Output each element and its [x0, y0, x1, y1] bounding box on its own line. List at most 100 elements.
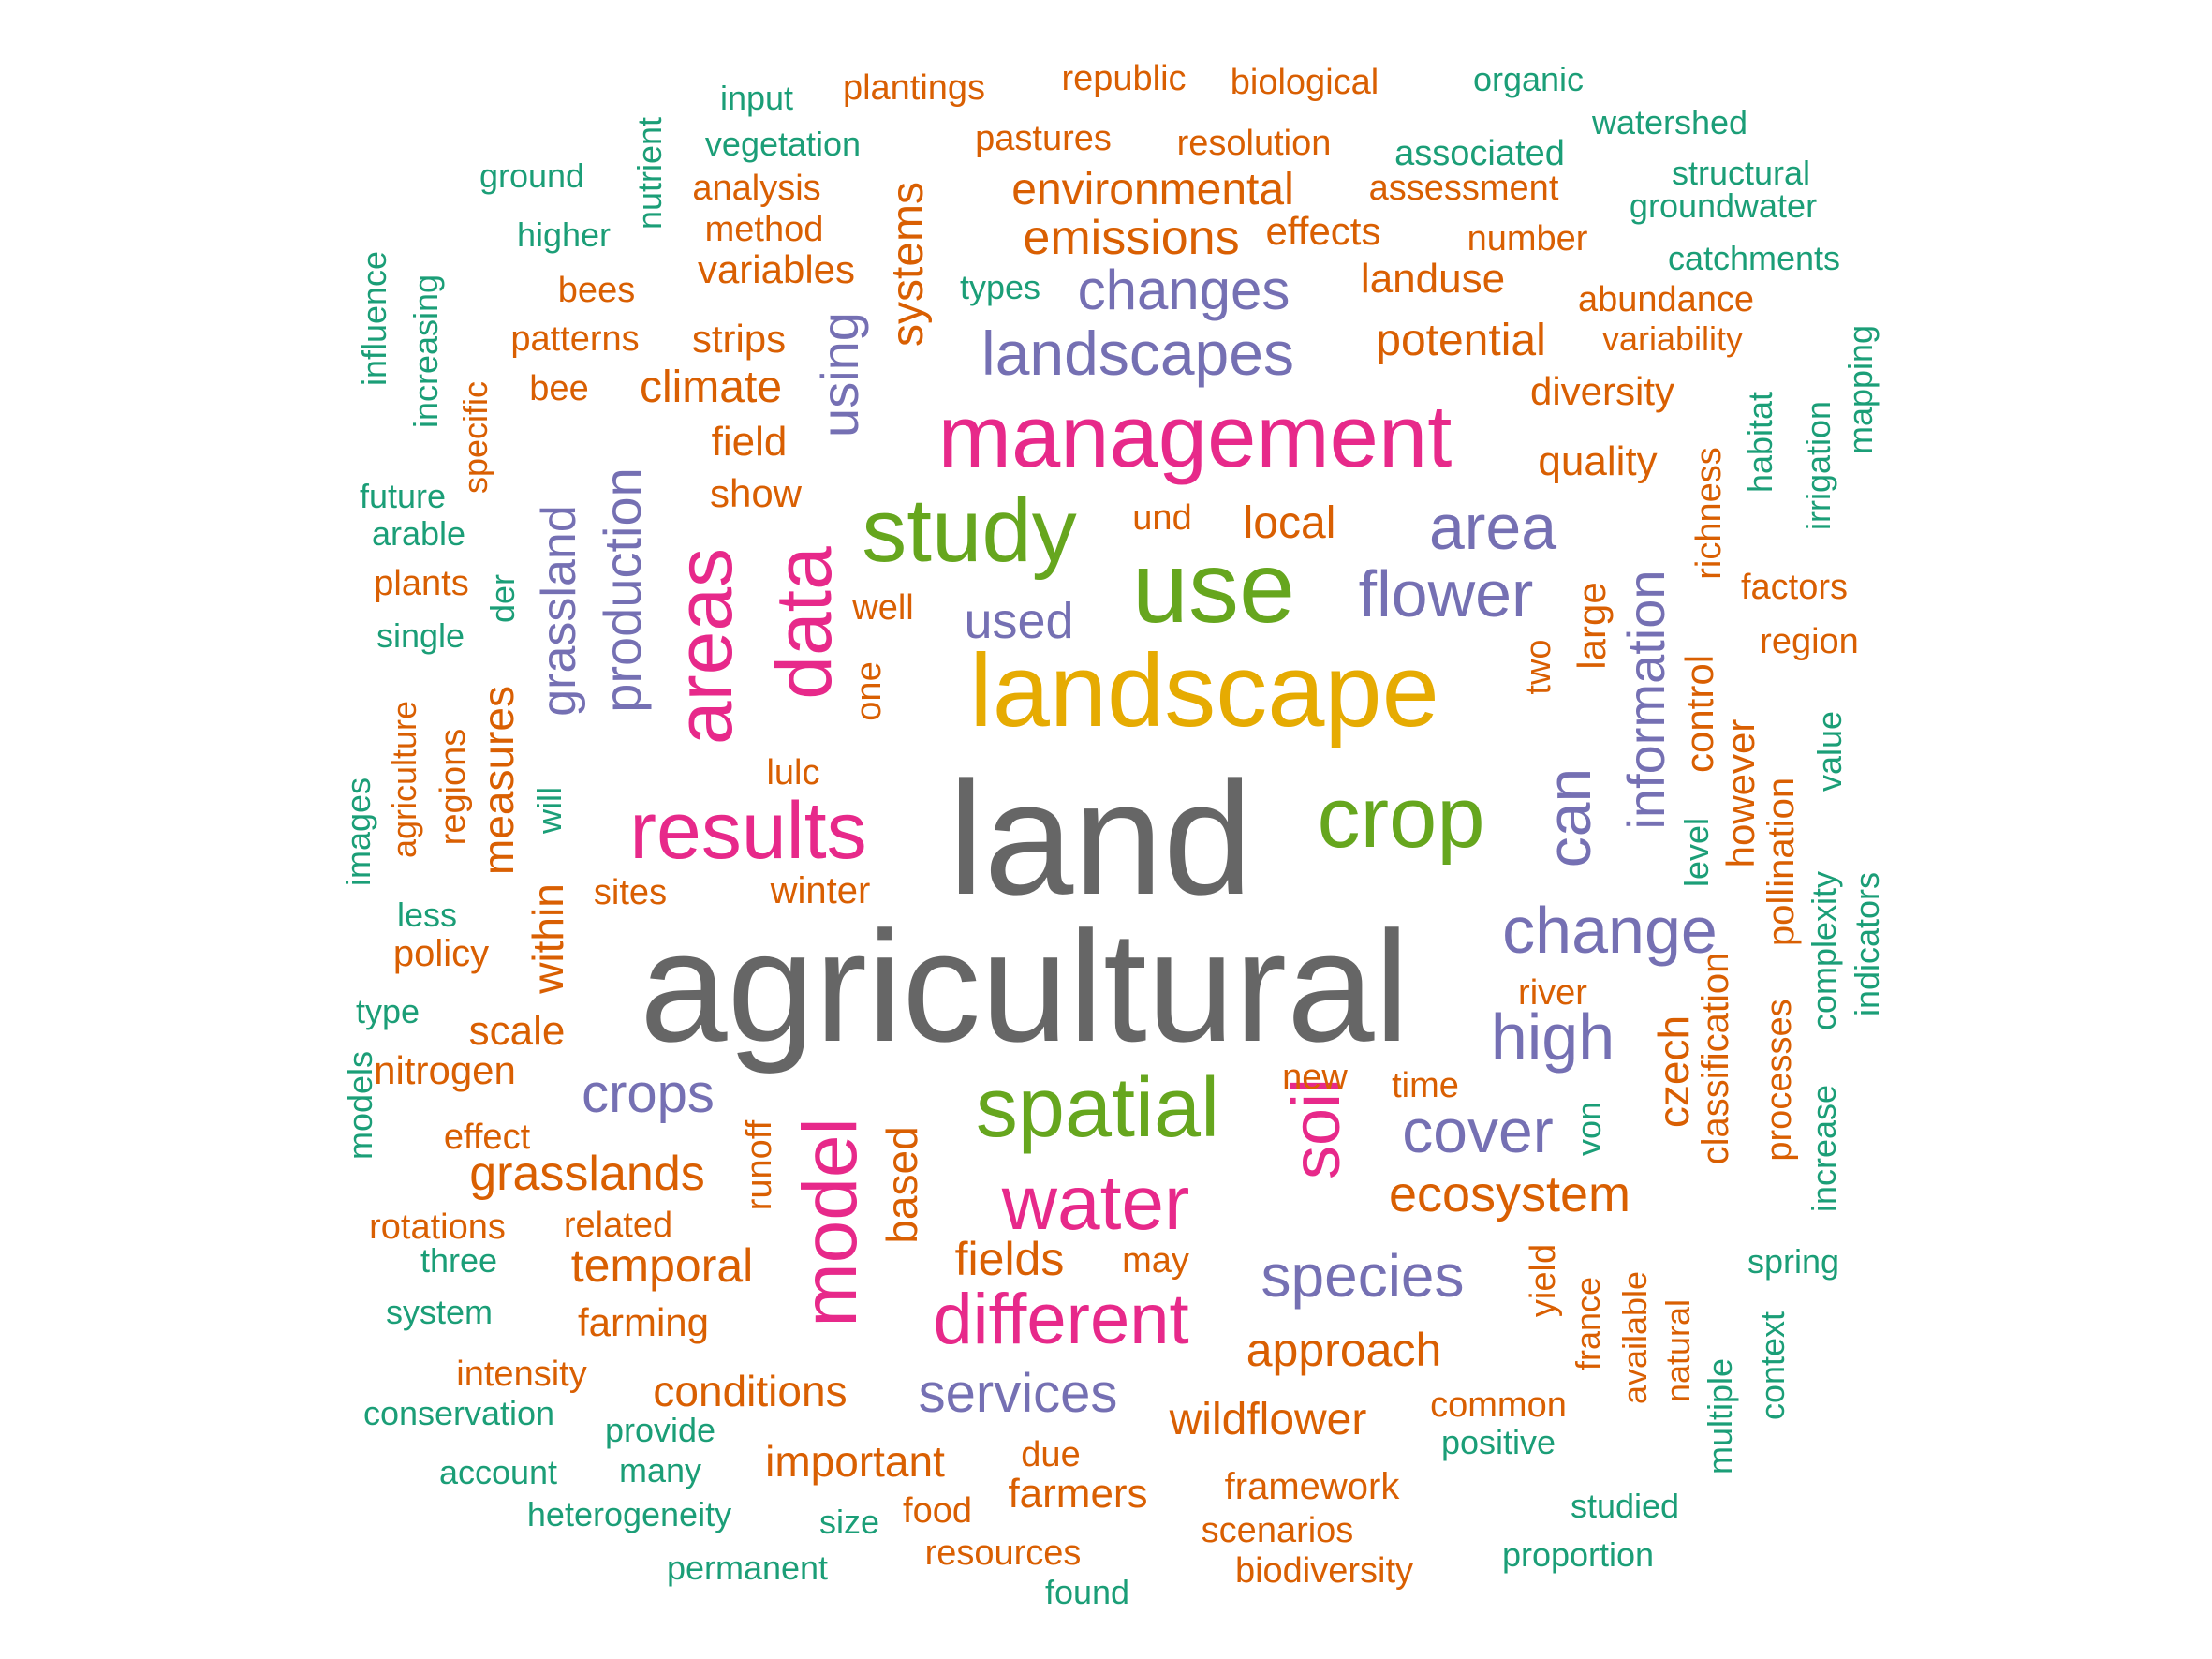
word-management: management	[937, 387, 1453, 485]
word-change: change	[1502, 894, 1718, 967]
word-crops: crops	[582, 1063, 715, 1124]
word-biodiversity: biodiversity	[1234, 1551, 1414, 1591]
word-services: services	[918, 1363, 1118, 1424]
word-single: single	[376, 616, 465, 655]
word-river: river	[1518, 973, 1587, 1013]
word-der: der	[483, 573, 522, 624]
word-can: can	[1534, 767, 1603, 868]
word-value: value	[1810, 710, 1849, 792]
word-effect: effect	[443, 1118, 531, 1157]
word-emissions: emissions	[1023, 211, 1240, 265]
word-type: type	[355, 992, 420, 1030]
word-high: high	[1490, 1000, 1615, 1074]
word-natural: natural	[1659, 1298, 1697, 1403]
word-heterogeneity: heterogeneity	[526, 1495, 732, 1533]
word-changes: changes	[1077, 259, 1290, 321]
word-und: und	[1132, 498, 1192, 538]
word-policy: policy	[392, 933, 490, 974]
word-important: important	[765, 1437, 945, 1486]
word-data: data	[759, 546, 848, 700]
word-biological: biological	[1230, 63, 1379, 102]
word-three: three	[420, 1241, 498, 1280]
word-ecosystem: ecosystem	[1388, 1166, 1631, 1222]
word-measures: measures	[474, 686, 523, 875]
word-models: models	[341, 1050, 379, 1161]
word-grassland: grassland	[532, 505, 586, 717]
word-provide: provide	[604, 1411, 716, 1449]
word-results: results	[629, 786, 867, 876]
word-study: study	[862, 481, 1077, 581]
word-show: show	[709, 471, 803, 515]
word-less: less	[396, 896, 458, 934]
word-processes: processes	[1760, 999, 1799, 1162]
word-classification: classification	[1695, 952, 1736, 1165]
word-studied: studied	[1570, 1487, 1680, 1525]
word-areas: areas	[660, 547, 748, 746]
word-size: size	[818, 1503, 880, 1541]
word-winter: winter	[770, 870, 871, 911]
word-specific: specific	[456, 380, 494, 495]
word-indicators: indicators	[1848, 871, 1886, 1017]
word-pastures: pastures	[975, 119, 1112, 158]
word-species: species	[1261, 1242, 1465, 1310]
word-fields: fields	[954, 1233, 1065, 1285]
word-france: france	[1569, 1276, 1607, 1371]
word-found: found	[1044, 1573, 1130, 1611]
word-permanent: permanent	[666, 1548, 829, 1587]
word-related: related	[563, 1206, 673, 1245]
word-used: used	[964, 593, 1074, 649]
word-temporal: temporal	[570, 1239, 754, 1292]
word-nutrient: nutrient	[630, 116, 669, 230]
word-von: von	[1570, 1101, 1608, 1157]
word-catchments: catchments	[1667, 239, 1841, 277]
word-images: images	[339, 777, 377, 887]
word-potential: potential	[1376, 316, 1546, 365]
word-one: one	[849, 661, 889, 721]
word-due: due	[1021, 1435, 1081, 1474]
word-proportion: proportion	[1501, 1535, 1655, 1574]
word-structural: structural	[1671, 154, 1811, 192]
word-agriculture: agriculture	[385, 700, 423, 859]
word-large: large	[1570, 582, 1614, 670]
word-bee: bee	[529, 369, 589, 408]
word-environmental: environmental	[1011, 165, 1294, 215]
word-flower: flower	[1358, 557, 1534, 630]
word-framework: framework	[1224, 1466, 1400, 1507]
word-common: common	[1430, 1385, 1567, 1425]
word-using: using	[810, 312, 869, 437]
word-diversity: diversity	[1529, 369, 1675, 413]
word-crop: crop	[1317, 770, 1485, 866]
word-model: model	[788, 1118, 873, 1327]
word-rotations: rotations	[369, 1207, 506, 1247]
word-grasslands: grasslands	[469, 1147, 705, 1201]
word-well: well	[852, 588, 914, 628]
word-conditions: conditions	[653, 1367, 848, 1415]
word-will: will	[530, 787, 568, 834]
word-food: food	[903, 1491, 972, 1531]
word-republic: republic	[1061, 59, 1187, 98]
word-many: many	[618, 1451, 702, 1489]
word-plantings: plantings	[842, 68, 986, 108]
word-landscapes: landscapes	[981, 318, 1294, 388]
word-two: two	[1519, 639, 1558, 695]
word-ground: ground	[479, 156, 585, 195]
word-strips: strips	[691, 317, 787, 361]
word-wildflower: wildflower	[1169, 1395, 1367, 1444]
word-resources: resources	[924, 1533, 1082, 1573]
word-variability: variability	[1601, 319, 1744, 358]
word-complexity: complexity	[1805, 870, 1843, 1031]
word-approach: approach	[1246, 1324, 1442, 1376]
word-variables: variables	[697, 247, 856, 291]
word-spatial: spatial	[975, 1061, 1220, 1155]
word-bees: bees	[557, 271, 636, 310]
word-time: time	[1392, 1066, 1459, 1105]
word-czech: czech	[1649, 1015, 1698, 1129]
word-number: number	[1467, 219, 1588, 259]
word-control: control	[1677, 654, 1721, 774]
word-future: future	[359, 477, 447, 515]
word-farmers: farmers	[1008, 1471, 1148, 1517]
word-positive: positive	[1440, 1423, 1556, 1461]
word-input: input	[719, 79, 794, 117]
word-yield: yield	[1524, 1243, 1563, 1318]
word-water: water	[1001, 1161, 1190, 1246]
